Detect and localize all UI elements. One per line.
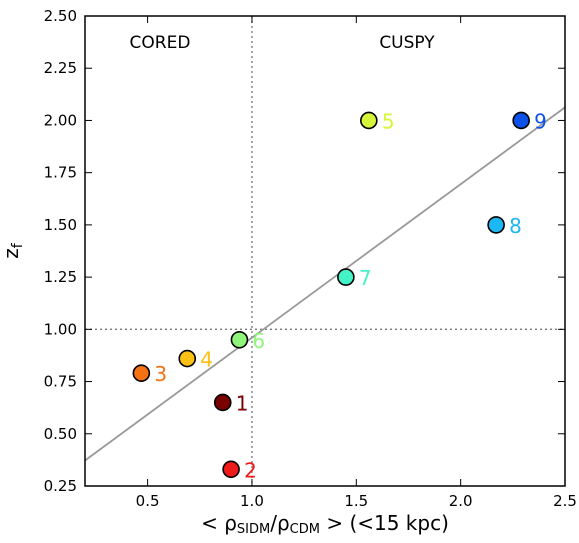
y-tick-label: 2.50: [44, 7, 77, 25]
data-point-2: [222, 460, 240, 479]
y-axis-title: zf: [0, 242, 26, 259]
y-tick-label: 2.00: [44, 111, 77, 129]
x-tick-label: 0.5: [136, 492, 160, 510]
data-point-8: [487, 216, 505, 234]
fit-line: [85, 106, 565, 462]
region-label-cuspy: CUSPY: [379, 33, 435, 53]
y-tick-label: 0.25: [44, 477, 77, 495]
y-tick-label: 1.50: [44, 216, 77, 234]
y-tick-label: 1.25: [44, 268, 77, 286]
y-tick-label: 0.75: [44, 373, 77, 391]
data-point-label-9: 9: [534, 109, 547, 133]
region-label-cored: CORED: [130, 33, 191, 53]
data-point-label-4: 4: [200, 348, 213, 372]
data-point-7: [337, 268, 355, 286]
plot-frame: [84, 15, 566, 487]
x-tick-label: 1.5: [344, 492, 368, 510]
data-point-label-7: 7: [359, 266, 372, 290]
data-point-3: [132, 364, 151, 383]
x-axis-title: < ρSIDM/ρCDM > (<15 kpc): [201, 511, 449, 537]
data-point-label-6: 6: [252, 329, 265, 353]
x-tick-label: 1.0: [240, 492, 264, 510]
x-tick-label: 2.5: [553, 492, 577, 510]
x-tick-label: 2.0: [449, 492, 473, 510]
data-point-label-8: 8: [509, 214, 522, 238]
y-tick-label: 2.25: [44, 59, 77, 77]
data-point-5: [360, 111, 378, 130]
data-point-label-1: 1: [236, 391, 249, 415]
data-point-1: [213, 393, 232, 412]
data-point-4: [178, 349, 197, 368]
y-tick-label: 1.75: [44, 164, 77, 182]
y-tick-label: 0.50: [44, 425, 77, 443]
data-point-6: [230, 330, 249, 349]
data-point-label-3: 3: [154, 362, 167, 386]
data-point-label-5: 5: [382, 109, 395, 133]
data-point-9: [512, 111, 530, 130]
data-point-label-2: 2: [244, 458, 257, 482]
y-tick-label: 1.00: [44, 320, 77, 338]
